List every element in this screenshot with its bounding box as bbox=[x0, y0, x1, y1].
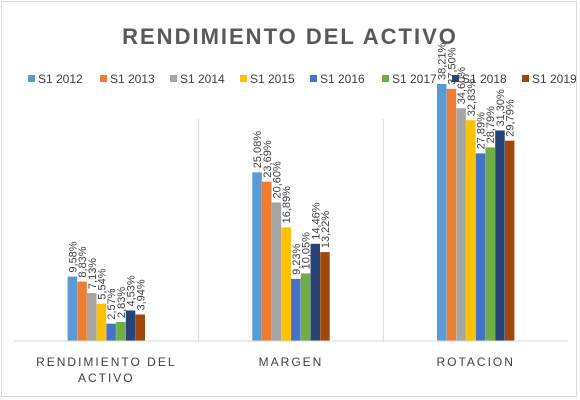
legend-label-s1-2014: S1 2014 bbox=[180, 72, 225, 86]
data-label-s1-2019-cat2: 29,79% bbox=[505, 99, 517, 137]
data-label-s1-2016-cat0: 2,57% bbox=[106, 288, 118, 319]
data-label-s1-2018-cat1: 14,46% bbox=[310, 202, 322, 240]
data-label-s1-2016-cat1: 9,23% bbox=[291, 243, 303, 274]
data-label-s1-2015-cat0: 5,54% bbox=[97, 268, 109, 299]
bar-s1-2017-cat2 bbox=[485, 147, 495, 341]
bar-s1-2014-cat0 bbox=[87, 293, 97, 341]
data-label-s1-2012-cat0: 9,58% bbox=[67, 241, 79, 272]
legend-label-s1-2019: S1 2019 bbox=[532, 72, 577, 86]
data-labels: 9,58%8,83%7,13%5,54%2,57%2,83%4,53%3,94%… bbox=[67, 42, 516, 319]
bar-s1-2019-cat2 bbox=[504, 140, 515, 341]
data-label-s1-2014-cat1: 20,60% bbox=[271, 161, 283, 199]
legend-label-s1-2018: S1 2018 bbox=[462, 72, 507, 86]
bar-s1-2012-cat2 bbox=[437, 84, 447, 341]
data-label-s1-2016-cat2: 27,89% bbox=[476, 112, 488, 150]
data-label-s1-2013-cat2: 37,50% bbox=[446, 47, 458, 85]
bar-s1-2017-cat0 bbox=[116, 322, 126, 341]
bar-s1-2016-cat0 bbox=[106, 323, 116, 341]
data-label-s1-2015-cat1: 16,89% bbox=[281, 186, 293, 224]
bar-s1-2014-cat2 bbox=[456, 108, 466, 341]
legend-swatch-s1-2015 bbox=[240, 75, 247, 82]
bar-s1-2012-cat1 bbox=[252, 172, 262, 341]
legend-label-s1-2015: S1 2015 bbox=[250, 72, 295, 86]
data-label-s1-2014-cat0: 7,13% bbox=[87, 258, 99, 289]
bar-s1-2018-cat1 bbox=[310, 243, 320, 341]
category-labels: RENDIMIENTO DEL ACTIVO MARGEN ROTACION bbox=[36, 355, 514, 385]
bars bbox=[67, 84, 515, 341]
bar-s1-2018-cat0 bbox=[125, 310, 136, 341]
data-label-s1-2018-cat2: 31,30% bbox=[495, 89, 507, 127]
bar-s1-2015-cat2 bbox=[466, 120, 476, 341]
data-label-s1-2013-cat1: 23,69% bbox=[262, 140, 274, 178]
bar-s1-2013-cat2 bbox=[446, 88, 457, 341]
chart-title: RENDIMIENTO DEL ACTIVO bbox=[122, 24, 458, 49]
data-label-s1-2019-cat0: 3,94% bbox=[135, 279, 147, 310]
bar-s1-2014-cat1 bbox=[271, 202, 282, 341]
legend-swatch-s1-2017 bbox=[382, 75, 389, 82]
bar-s1-2012-cat0 bbox=[67, 276, 78, 341]
legend-label-s1-2012: S1 2012 bbox=[38, 72, 83, 86]
bar-s1-2013-cat0 bbox=[77, 281, 87, 341]
data-label-s1-2019-cat1: 13,22% bbox=[320, 211, 332, 249]
data-label-s1-2015-cat2: 32,83% bbox=[466, 79, 478, 117]
legend-swatch-s1-2019 bbox=[522, 75, 529, 82]
data-label-s1-2012-cat1: 25,08% bbox=[252, 131, 264, 169]
legend-swatch-s1-2018 bbox=[452, 75, 459, 82]
legend-label-s1-2017: S1 2017 bbox=[392, 72, 437, 86]
data-label-s1-2012-cat2: 38,21% bbox=[437, 42, 449, 80]
bar-s1-2015-cat1 bbox=[281, 227, 291, 341]
data-label-s1-2014-cat2: 34,60% bbox=[456, 67, 468, 105]
bar-s1-2016-cat1 bbox=[291, 278, 301, 341]
legend-label-s1-2013: S1 2013 bbox=[110, 72, 155, 86]
bar-s1-2013-cat1 bbox=[262, 181, 272, 341]
category-separators bbox=[198, 119, 384, 341]
bar-s1-2015-cat0 bbox=[96, 303, 107, 341]
data-label-s1-2017-cat1: 10,05% bbox=[301, 232, 313, 270]
data-label-s1-2017-cat2: 28,79% bbox=[485, 106, 497, 144]
data-label-s1-2013-cat0: 8,83% bbox=[77, 246, 89, 277]
bar-s1-2019-cat1 bbox=[320, 252, 330, 341]
bar-s1-2016-cat2 bbox=[475, 153, 486, 341]
category-label-2-line0: ROTACION bbox=[436, 355, 514, 369]
legend-label-s1-2016: S1 2016 bbox=[320, 72, 365, 86]
legend: S1 2012 S1 2013 S1 2014 S1 2015 S1 2016 S1 20… bbox=[28, 72, 577, 86]
category-label-0-line0: RENDIMIENTO DEL bbox=[36, 355, 176, 369]
category-label-0-line1: ACTIVO bbox=[78, 371, 135, 385]
category-label-1-line0: MARGEN bbox=[259, 355, 324, 369]
legend-swatch-s1-2012 bbox=[28, 75, 35, 82]
bar-s1-2019-cat0 bbox=[135, 314, 145, 341]
legend-swatch-s1-2013 bbox=[100, 75, 107, 82]
data-label-s1-2018-cat0: 4,53% bbox=[126, 275, 138, 306]
data-label-s1-2017-cat0: 2,83% bbox=[116, 287, 128, 318]
legend-swatch-s1-2016 bbox=[310, 75, 317, 82]
legend-swatch-s1-2014 bbox=[170, 75, 177, 82]
bar-s1-2017-cat1 bbox=[300, 273, 311, 341]
bar-s1-2018-cat2 bbox=[495, 130, 505, 341]
